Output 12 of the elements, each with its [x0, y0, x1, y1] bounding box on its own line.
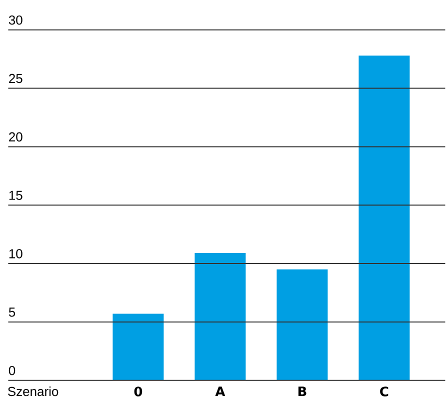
- x-tick-label: C: [380, 386, 388, 396]
- y-tick-label: 0: [8, 366, 16, 376]
- y-tick-label: 25: [9, 74, 22, 84]
- y-tick-label: 10: [9, 249, 22, 258]
- y-tick-label: 5: [8, 308, 16, 317]
- y-tick-label: 15: [9, 190, 22, 200]
- x-axis-title: Szenario: [8, 386, 58, 396]
- y-tick-label: 30: [8, 15, 22, 25]
- y-tick-label: 20: [9, 132, 22, 142]
- x-tick-label: 0: [134, 386, 142, 396]
- x-tick-label: A: [215, 386, 226, 396]
- x-tick-label: B: [298, 386, 306, 396]
